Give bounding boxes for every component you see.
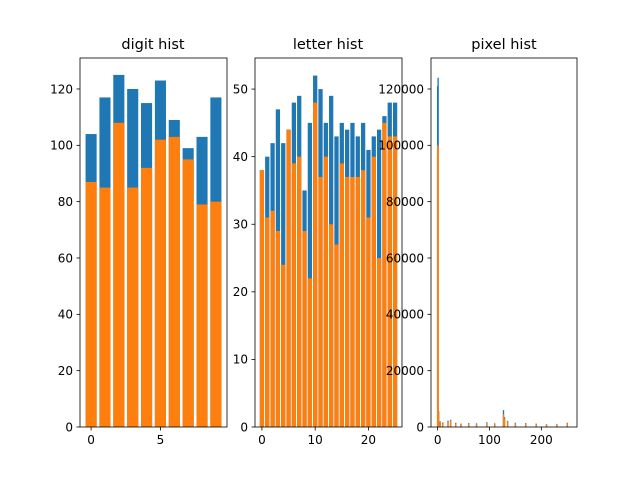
digit-ytick-label-6: 120 xyxy=(50,82,73,96)
pixel-bar-s1-19 xyxy=(545,424,548,427)
digit-hist-axes: digit hist 0 5 0 20 40 60 80 100 120 xyxy=(50,37,228,447)
letter-ytick-label-2: 20 xyxy=(233,285,248,299)
digit-bar-s1-7 xyxy=(182,159,194,427)
digit-bar-s1-4 xyxy=(141,167,153,427)
letter-bar-s1-14 xyxy=(334,244,339,427)
pixel-bar-s1-2 xyxy=(438,412,440,427)
pixel-bars xyxy=(436,77,568,428)
pixel-ytick-label-3: 60000 xyxy=(386,251,424,265)
digit-xtick-label-1: 5 xyxy=(157,433,165,447)
letter-bar-s1-15 xyxy=(339,163,344,427)
letter-xtick-label-0: 0 xyxy=(258,433,266,447)
pixel-bar-s1-16 xyxy=(514,423,517,427)
pixel-bar-s1-12 xyxy=(493,423,496,427)
digit-ytick-label-1: 20 xyxy=(58,364,73,378)
pixel-bar-s1-6 xyxy=(449,420,452,427)
letter-bar-s1-12 xyxy=(323,156,328,428)
pixel-ytick-label-6: 120000 xyxy=(378,82,424,96)
digit-ytick-label-5: 100 xyxy=(50,139,73,153)
digit-hist-title: digit hist xyxy=(121,37,185,53)
letter-hist-axes: letter hist 0 10 20 0 10 20 30 40 50 xyxy=(233,37,403,447)
pixel-ytick-label-1: 20000 xyxy=(386,364,424,378)
digit-ytick-label-0: 0 xyxy=(65,420,73,434)
pixel-bar-s1-21 xyxy=(566,423,568,427)
letter-bar-s1-8 xyxy=(302,231,307,427)
pixel-hist-axes: pixel hist 0 100 200 0 20000 40000 60000 80000 1… xyxy=(378,37,578,447)
letter-xtick-label-1: 10 xyxy=(308,433,323,447)
letter-bar-s1-24 xyxy=(387,136,392,427)
pixel-bar-s1-8 xyxy=(460,424,462,427)
pixel-axes-frame xyxy=(430,57,578,428)
letter-bar-s1-21 xyxy=(371,156,376,428)
letter-bar-s1-19 xyxy=(360,170,366,427)
pixel-bar-s1-4 xyxy=(442,423,444,427)
pixel-bar-s1-10 xyxy=(475,424,478,427)
pixel-bar-s1-9 xyxy=(468,423,470,427)
pixel-bar-s1-13 xyxy=(502,414,505,427)
letter-bar-s1-20 xyxy=(366,217,371,427)
letter-bar-s1-18 xyxy=(355,176,360,427)
letter-axes-frame xyxy=(254,57,403,428)
letter-ytick-label-4: 40 xyxy=(233,150,248,164)
digit-bar-s1-6 xyxy=(168,136,180,427)
digit-bar-s1-2 xyxy=(113,122,125,427)
letter-bar-s1-1 xyxy=(265,217,270,427)
digit-xtick-label-0: 0 xyxy=(87,433,95,447)
digit-bar-s1-0 xyxy=(85,181,97,427)
letter-bar-s1-10 xyxy=(313,102,318,427)
pixel-ytick-label-2: 40000 xyxy=(386,308,424,322)
digit-bar-s1-5 xyxy=(154,139,166,427)
digit-ytick-label-4: 80 xyxy=(58,195,73,209)
letter-ytick-label-0: 0 xyxy=(240,420,248,434)
letter-bar-s1-25 xyxy=(392,136,398,427)
letter-hist-title: letter hist xyxy=(293,37,364,53)
pixel-bar-s1-7 xyxy=(455,423,457,427)
letter-bar-s1-7 xyxy=(297,156,302,428)
pixel-hist-title: pixel hist xyxy=(471,37,537,53)
letter-bar-s0-9 xyxy=(307,122,312,427)
pixel-ytick-label-4: 80000 xyxy=(386,195,424,209)
letter-ytick-label-3: 30 xyxy=(233,218,248,232)
letter-bars xyxy=(259,75,398,428)
pixel-bar-s1-18 xyxy=(535,424,537,427)
digit-bar-s1-9 xyxy=(210,201,222,427)
pixel-bar-s1-15 xyxy=(506,421,509,427)
pixel-bar-s1-14 xyxy=(503,418,506,427)
letter-bar-s1-5 xyxy=(286,129,291,427)
pixel-ytick-label-0: 0 xyxy=(416,420,424,434)
pixel-bar-s1-20 xyxy=(556,424,558,427)
letter-bar-s1-3 xyxy=(275,231,281,427)
letter-bar-s1-11 xyxy=(318,176,323,427)
pixel-bar-s1-3 xyxy=(439,421,441,427)
digit-bar-s1-8 xyxy=(196,204,208,427)
pixel-xtick-label-0: 0 xyxy=(434,433,442,447)
digit-bar-s1-1 xyxy=(99,187,111,427)
pixel-bar-s1-5 xyxy=(447,421,449,427)
digit-bar-s1-3 xyxy=(127,187,139,427)
digit-ytick-label-2: 40 xyxy=(58,308,73,322)
letter-ytick-label-5: 50 xyxy=(233,82,248,96)
letter-bar-s1-16 xyxy=(345,176,350,427)
digit-bars xyxy=(85,74,222,428)
letter-bar-s1-0 xyxy=(259,170,265,427)
pixel-xtick-label-2: 200 xyxy=(530,433,553,447)
digit-ytick-label-3: 60 xyxy=(58,251,73,265)
letter-bar-s1-13 xyxy=(329,224,334,427)
letter-bar-s1-17 xyxy=(350,176,355,427)
pixel-bar-s1-17 xyxy=(525,423,527,427)
letter-bar-s1-2 xyxy=(270,210,275,427)
letter-bar-s1-6 xyxy=(291,163,297,427)
pixel-bar-s1-11 xyxy=(486,422,488,427)
letter-xtick-label-2: 20 xyxy=(361,433,376,447)
pixel-xtick-label-1: 100 xyxy=(478,433,501,447)
letter-bar-s1-9 xyxy=(307,278,312,427)
letter-ytick-label-1: 10 xyxy=(233,353,248,367)
digit-axes-frame xyxy=(79,57,228,428)
pixel-ytick-label-5: 100000 xyxy=(378,139,424,153)
letter-bar-s1-22 xyxy=(376,258,382,427)
letter-bar-s1-4 xyxy=(281,264,286,427)
pixel-bar-s1-1 xyxy=(437,146,439,428)
letter-bar-s1-23 xyxy=(382,122,387,427)
